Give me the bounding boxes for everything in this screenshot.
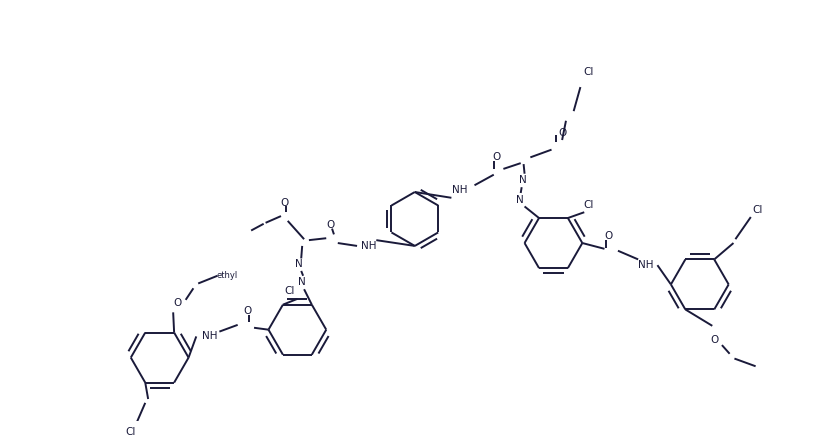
Text: N: N [298,276,305,286]
Text: NH: NH [452,185,468,195]
Text: Cl: Cl [752,205,762,215]
Text: O: O [557,128,566,138]
Text: N: N [295,259,303,269]
Text: Cl: Cl [582,67,593,77]
Text: NH: NH [201,331,217,341]
Text: ethyl: ethyl [216,271,238,280]
Text: O: O [326,220,334,230]
Text: NH: NH [637,260,653,270]
Text: O: O [709,335,717,345]
Text: O: O [604,231,612,241]
Text: O: O [492,152,500,162]
Text: NH: NH [360,241,376,251]
Text: O: O [280,198,288,208]
Text: Cl: Cl [284,286,295,296]
Text: O: O [174,298,182,308]
Text: N: N [518,175,526,185]
Text: O: O [243,307,251,317]
Text: Cl: Cl [582,200,593,210]
Text: Cl: Cl [125,427,136,436]
Text: N: N [515,195,523,205]
